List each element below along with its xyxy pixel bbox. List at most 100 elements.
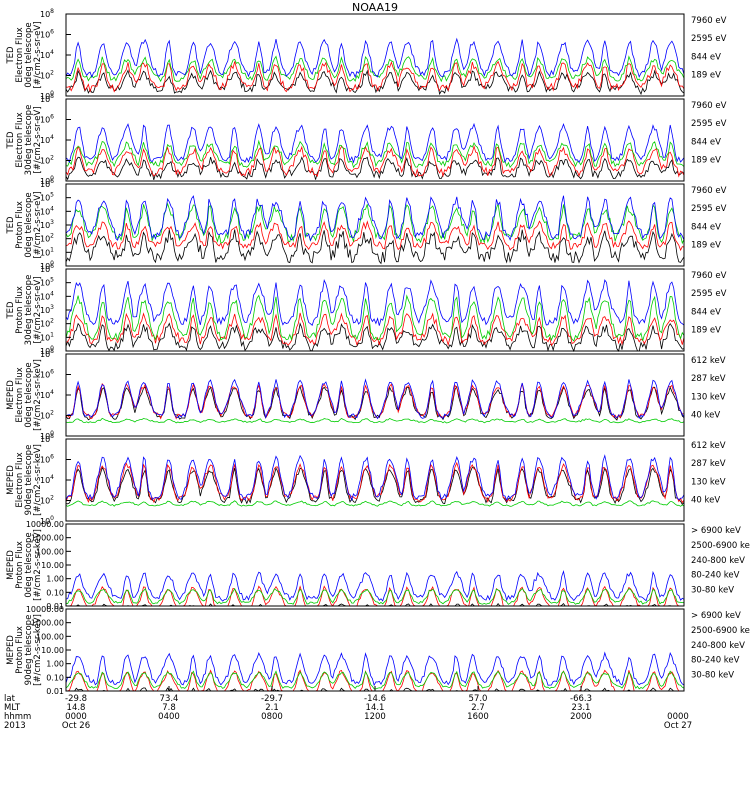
y-axis-label-line: Electron Flux xyxy=(15,27,25,82)
y-tick-exponent: 6 xyxy=(50,454,54,461)
y-tick-label: 10.00 xyxy=(41,646,64,655)
x-axis-cell: Oct 26 xyxy=(62,721,90,731)
legend-entry: 844 eV xyxy=(691,52,721,62)
series-line-5 xyxy=(65,570,685,602)
y-axis-label-line: Electron Flux xyxy=(15,367,25,422)
y-tick-exponent: 8 xyxy=(50,8,54,15)
y-tick-exponent: 4 xyxy=(50,205,54,212)
x-axis-cell: -66.3 xyxy=(570,694,592,704)
y-tick-label: 103 xyxy=(40,219,54,230)
y-axis-label: MEPED Electron Flux 90deg telescope [#/cm2-… xyxy=(6,444,43,516)
y-axis-label: MEPED Proton Flux 0deg telescope [#/cm2-s-s… xyxy=(6,529,43,601)
y-tick-label: 1000.00 xyxy=(31,619,64,628)
y-tick-exponent: 0 xyxy=(50,430,54,437)
series-line-2 xyxy=(65,220,685,252)
series-line-2 xyxy=(65,382,685,420)
y-tick-label: 108 xyxy=(40,8,54,19)
y-tick-exponent: 0 xyxy=(50,260,54,267)
legend-entry: 2595 eV xyxy=(691,119,727,129)
panel-frame xyxy=(65,608,685,692)
series-line-3 xyxy=(65,500,685,507)
y-axis-label: MEPED Electron Flux 0deg telescope [#/cm2-s… xyxy=(6,359,43,431)
y-tick-exponent: 1 xyxy=(50,246,54,253)
y-axis-label-line: [#/cm2-s-sr-keV] xyxy=(33,359,43,431)
legend-entry: 2500-6900 keV xyxy=(691,626,750,636)
series-line-4 xyxy=(65,587,685,605)
series-line-2 xyxy=(65,461,685,504)
legend-entry: 844 eV xyxy=(691,222,721,232)
y-tick-label: 1.00 xyxy=(46,575,64,584)
legend-entry: 240-800 keV xyxy=(691,556,745,566)
x-axis-cell: 2.1 xyxy=(265,703,279,713)
y-axis-label-line: Proton Flux xyxy=(15,541,25,589)
y-tick-label: 101 xyxy=(40,331,54,342)
legend-entry: 40 keV xyxy=(691,496,720,506)
y-tick-label: 106 xyxy=(40,454,54,465)
y-axis-label-line: [#/cm2-s-sr-eV] xyxy=(33,191,43,258)
y-tick-label: 1000.00 xyxy=(31,534,64,543)
y-tick-label: 106 xyxy=(40,178,54,189)
y-tick-exponent: 4 xyxy=(50,134,54,141)
x-axis-cell: 7.8 xyxy=(162,703,176,713)
x-axis-cell: -29.7 xyxy=(261,694,283,704)
legend-entry: 2500-6900 keV xyxy=(691,541,750,551)
y-tick-label: 0.10 xyxy=(46,673,64,682)
y-tick-label: 10.00 xyxy=(41,561,64,570)
y-tick-exponent: 0 xyxy=(50,90,54,97)
legend-entry: 30-80 keV xyxy=(691,671,734,681)
y-tick-label: 106 xyxy=(40,263,54,274)
y-tick-label: 10000.00 xyxy=(26,520,64,529)
y-tick-label: 102 xyxy=(40,70,54,81)
y-tick-exponent: 2 xyxy=(50,233,54,240)
y-tick-label: 108 xyxy=(40,348,54,359)
y-tick-exponent: 8 xyxy=(50,93,54,100)
y-tick-label: 104 xyxy=(40,205,54,216)
series-line-1 xyxy=(65,156,685,181)
legend-entry: 2595 eV xyxy=(691,289,727,299)
y-tick-label: 102 xyxy=(40,155,54,166)
series-line-3 xyxy=(65,55,685,83)
y-tick-exponent: 2 xyxy=(50,70,54,77)
y-tick-label: 100 xyxy=(40,90,54,101)
y-tick-label: 1.00 xyxy=(46,660,64,669)
y-tick-label: 100 xyxy=(40,430,54,441)
y-tick-label: 105 xyxy=(40,192,54,203)
y-tick-label: 0.10 xyxy=(46,588,64,597)
series-line-4 xyxy=(65,122,685,164)
y-tick-label: 100 xyxy=(40,260,54,271)
y-tick-exponent: 5 xyxy=(50,192,54,199)
x-axis-row-label: lat xyxy=(4,694,16,704)
y-tick-exponent: 6 xyxy=(50,263,54,270)
legend-entry: > 6900 keV xyxy=(691,611,741,621)
legend-entry: 80-240 keV xyxy=(691,656,740,666)
y-tick-label: 104 xyxy=(40,474,54,485)
series-line-2 xyxy=(65,60,685,93)
y-tick-exponent: 1 xyxy=(50,331,54,338)
y-axis-label: TED Electron Flux 30deg telescope [#/cm2-s-… xyxy=(6,105,43,176)
y-axis-label-line: TED xyxy=(6,46,16,65)
y-tick-label: 108 xyxy=(40,93,54,104)
y-tick-exponent: 0 xyxy=(50,515,54,522)
y-axis-label-line: Proton Flux xyxy=(15,201,25,249)
legend-entry: 7960 eV xyxy=(691,271,727,281)
legend-entry: 287 keV xyxy=(691,374,726,384)
y-axis-label-line: [#/cm2-s-sr-keV] xyxy=(33,614,43,686)
series-line-2 xyxy=(65,312,685,347)
y-axis-label-line: [#/cm2-s-sr-keV] xyxy=(33,529,43,601)
x-axis-cell: 2.7 xyxy=(471,703,485,713)
y-tick-label: 108 xyxy=(40,433,54,444)
legend-entry: 612 keV xyxy=(691,356,726,366)
y-tick-exponent: 0 xyxy=(50,345,54,352)
y-tick-label: 100 xyxy=(40,515,54,526)
y-tick-exponent: 6 xyxy=(50,114,54,121)
figure-title: NOAA19 xyxy=(352,1,398,14)
y-axis-label-line: 0deg telescope xyxy=(24,22,34,87)
y-axis-label-line: MEPED xyxy=(6,465,16,495)
y-tick-label: 102 xyxy=(40,318,54,329)
y-axis-label-line: TED xyxy=(6,216,16,235)
legend-entry: > 6900 keV xyxy=(691,526,741,536)
